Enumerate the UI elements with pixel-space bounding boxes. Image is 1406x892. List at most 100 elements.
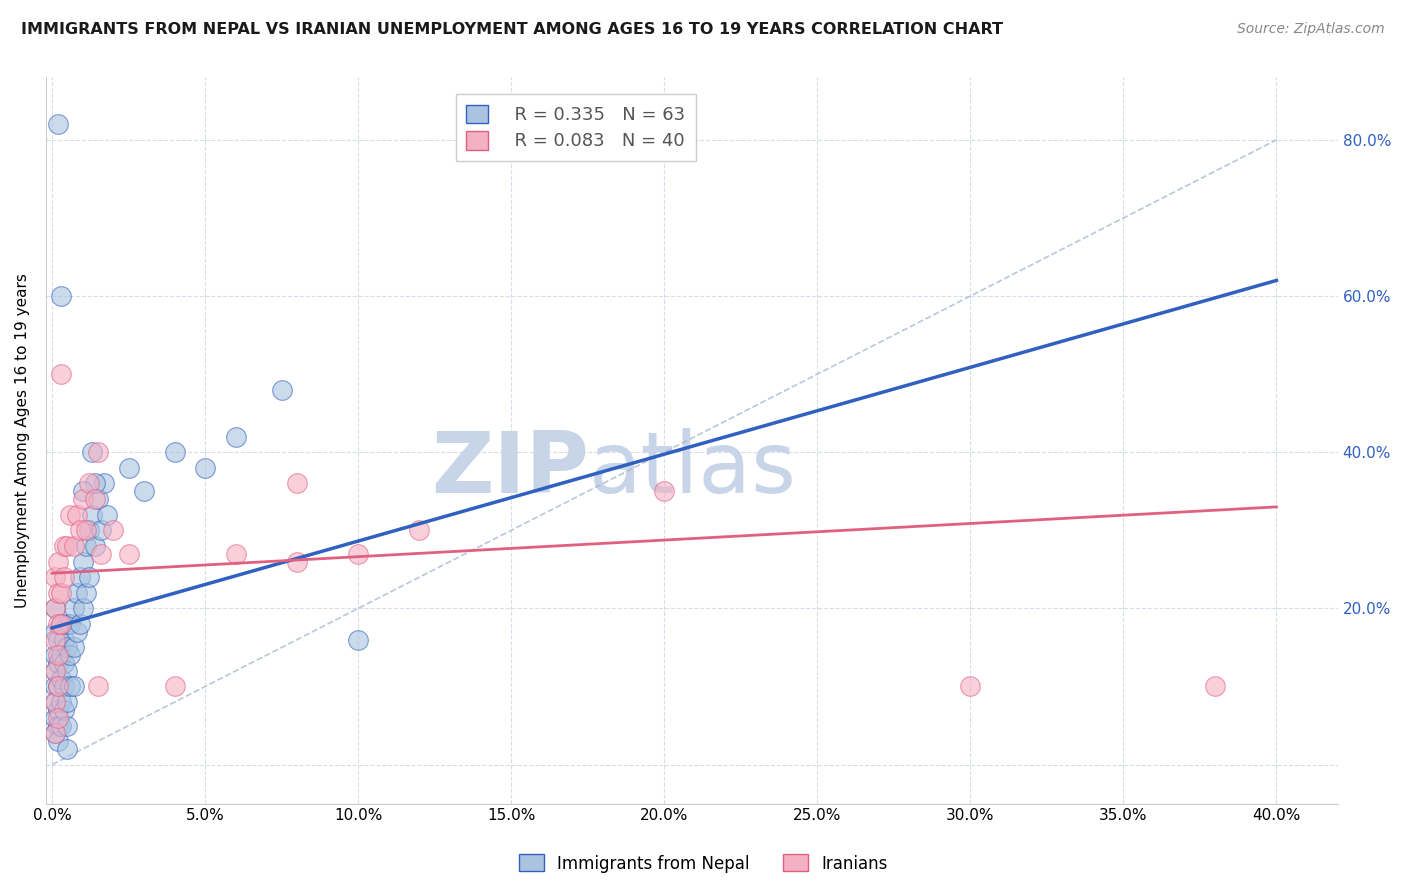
- Point: [84, 492, 107, 507]
- Point: [62, 680, 84, 694]
- Point: [69, 524, 91, 538]
- Point: [77, 570, 100, 584]
- Y-axis label: Unemployment Among Ages 16 to 19 years: Unemployment Among Ages 16 to 19 years: [15, 273, 30, 608]
- Point: [46, 117, 69, 131]
- Point: [53, 656, 76, 670]
- Point: [46, 680, 69, 694]
- Point: [56, 539, 79, 553]
- Point: [62, 640, 84, 655]
- Point: [163, 680, 186, 694]
- Point: [285, 476, 308, 491]
- Point: [44, 601, 66, 615]
- Point: [56, 640, 79, 655]
- Point: [46, 586, 69, 600]
- Point: [59, 617, 82, 632]
- Point: [56, 664, 79, 678]
- Point: [44, 624, 66, 639]
- Point: [77, 476, 100, 491]
- Point: [56, 695, 79, 709]
- Point: [959, 680, 981, 694]
- Point: [59, 648, 82, 663]
- Point: [80, 445, 103, 459]
- Point: [1204, 680, 1226, 694]
- Text: IMMIGRANTS FROM NEPAL VS IRANIAN UNEMPLOYMENT AMONG AGES 16 TO 19 YEARS CORRELAT: IMMIGRANTS FROM NEPAL VS IRANIAN UNEMPLO…: [21, 22, 1002, 37]
- Point: [51, 289, 73, 303]
- Point: [44, 726, 66, 740]
- Point: [51, 648, 73, 663]
- Point: [44, 601, 66, 615]
- Point: [90, 547, 112, 561]
- Point: [56, 718, 79, 732]
- Point: [59, 680, 82, 694]
- Point: [408, 524, 430, 538]
- Point: [51, 617, 73, 632]
- Point: [87, 445, 110, 459]
- Point: [56, 742, 79, 756]
- Point: [69, 570, 91, 584]
- Point: [80, 508, 103, 522]
- Point: [53, 570, 76, 584]
- Point: [44, 680, 66, 694]
- Point: [44, 664, 66, 678]
- Point: [347, 547, 370, 561]
- Point: [75, 539, 97, 553]
- Point: [652, 484, 675, 499]
- Point: [44, 726, 66, 740]
- Point: [53, 680, 76, 694]
- Point: [225, 547, 247, 561]
- Text: atlas: atlas: [589, 428, 796, 511]
- Point: [194, 461, 217, 475]
- Point: [62, 539, 84, 553]
- Point: [46, 734, 69, 748]
- Point: [44, 648, 66, 663]
- Point: [72, 555, 94, 569]
- Point: [53, 539, 76, 553]
- Point: [46, 718, 69, 732]
- Point: [53, 703, 76, 717]
- Point: [65, 508, 87, 522]
- Point: [65, 586, 87, 600]
- Point: [347, 632, 370, 647]
- Point: [44, 695, 66, 709]
- Point: [103, 524, 125, 538]
- Point: [46, 632, 69, 647]
- Point: [117, 461, 139, 475]
- Point: [46, 617, 69, 632]
- Point: [46, 680, 69, 694]
- Point: [93, 476, 115, 491]
- Point: [62, 601, 84, 615]
- Point: [285, 555, 308, 569]
- Point: [84, 476, 107, 491]
- Point: [132, 484, 155, 499]
- Point: [72, 492, 94, 507]
- Point: [75, 586, 97, 600]
- Point: [51, 695, 73, 709]
- Point: [72, 484, 94, 499]
- Point: [65, 624, 87, 639]
- Point: [75, 524, 97, 538]
- Point: [46, 555, 69, 569]
- Point: [44, 632, 66, 647]
- Point: [44, 664, 66, 678]
- Point: [96, 508, 118, 522]
- Point: [72, 601, 94, 615]
- Point: [46, 656, 69, 670]
- Point: [51, 718, 73, 732]
- Point: [163, 445, 186, 459]
- Point: [44, 695, 66, 709]
- Point: [270, 383, 292, 397]
- Point: [117, 547, 139, 561]
- Point: [51, 367, 73, 381]
- Point: [87, 492, 110, 507]
- Legend: Immigrants from Nepal, Iranians: Immigrants from Nepal, Iranians: [512, 847, 894, 880]
- Point: [44, 570, 66, 584]
- Point: [84, 539, 107, 553]
- Point: [77, 524, 100, 538]
- Point: [69, 617, 91, 632]
- Point: [53, 632, 76, 647]
- Point: [87, 680, 110, 694]
- Point: [46, 711, 69, 725]
- Point: [44, 711, 66, 725]
- Point: [51, 617, 73, 632]
- Text: ZIP: ZIP: [430, 428, 589, 511]
